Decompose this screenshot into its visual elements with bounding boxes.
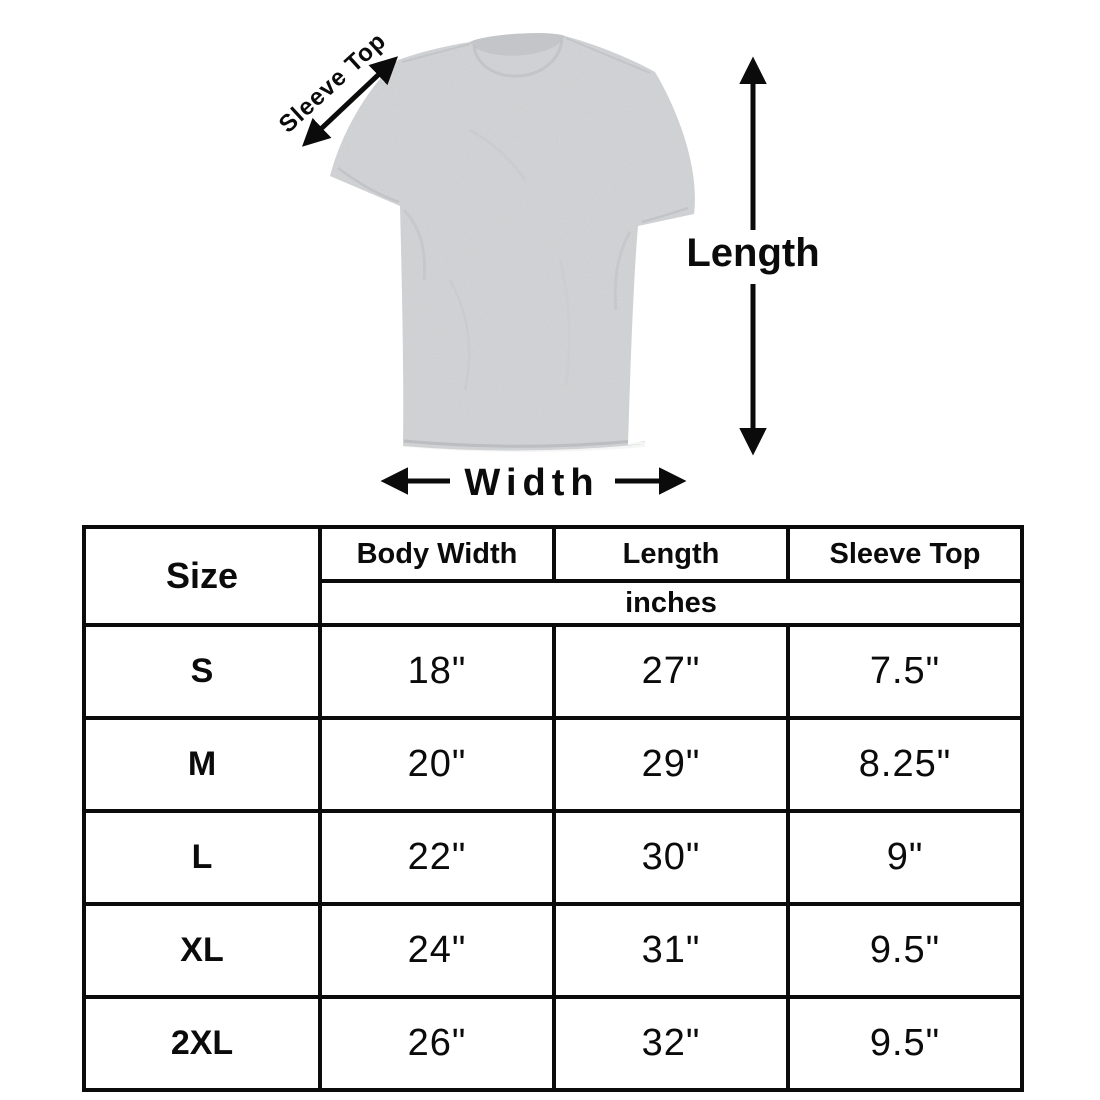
- table-row: XL 24" 31" 9.5": [82, 902, 1024, 999]
- size-table-body: S 18" 27" 7.5" M 20" 29" 8.25" L 22" 30"…: [82, 623, 1024, 1092]
- length-cell: 27": [552, 623, 790, 720]
- tshirt-collar: [470, 33, 565, 56]
- size-cell: 2XL: [82, 995, 322, 1092]
- unit-header: inches: [318, 579, 1024, 627]
- size-chart-table: Size Body Width Length Sleeve Top inches…: [82, 525, 1024, 1092]
- size-cell: M: [82, 716, 322, 813]
- table-row: L 22" 30" 9": [82, 809, 1024, 906]
- table-row: M 20" 29" 8.25": [82, 716, 1024, 813]
- body-width-cell: 18": [318, 623, 556, 720]
- length-cell: 31": [552, 902, 790, 999]
- sleeve-top-cell: 9.5": [786, 902, 1024, 999]
- length-cell: 29": [552, 716, 790, 813]
- tshirt-measurement-diagram: Sleeve Top Length Width: [274, 27, 820, 504]
- size-cell: S: [82, 623, 322, 720]
- length-cell: 32": [552, 995, 790, 1092]
- body-width-column-header: Body Width: [318, 525, 556, 583]
- table-header-row: Size Body Width Length Sleeve Top: [82, 525, 1024, 627]
- width-label: Width: [464, 462, 599, 504]
- sleeve-top-cell: 9.5": [786, 995, 1024, 1092]
- sleeve-top-cell: 7.5": [786, 623, 1024, 720]
- body-width-cell: 26": [318, 995, 556, 1092]
- length-annotation: Length: [686, 56, 820, 456]
- table-row: S 18" 27" 7.5": [82, 623, 1024, 720]
- sleeve-top-arrow: [301, 56, 399, 147]
- table-row: 2XL 26" 32" 9.5": [82, 995, 1024, 1092]
- length-label: Length: [686, 231, 819, 275]
- width-annotation: Width: [380, 462, 687, 504]
- sleeve-top-cell: 8.25": [786, 716, 1024, 813]
- sleeve-top-column-header: Sleeve Top: [786, 525, 1024, 583]
- tshirt-collar-seam: [472, 39, 564, 78]
- body-width-cell: 24": [318, 902, 556, 999]
- sleeve-top-cell: 9": [786, 809, 1024, 906]
- size-cell: XL: [82, 902, 322, 999]
- length-column-header: Length: [552, 525, 790, 583]
- body-width-cell: 20": [318, 716, 556, 813]
- size-column-header: Size: [82, 525, 322, 627]
- unit-header-row: inches: [84, 579, 1024, 627]
- length-cell: 30": [552, 809, 790, 906]
- body-width-cell: 22": [318, 809, 556, 906]
- size-cell: L: [82, 809, 322, 906]
